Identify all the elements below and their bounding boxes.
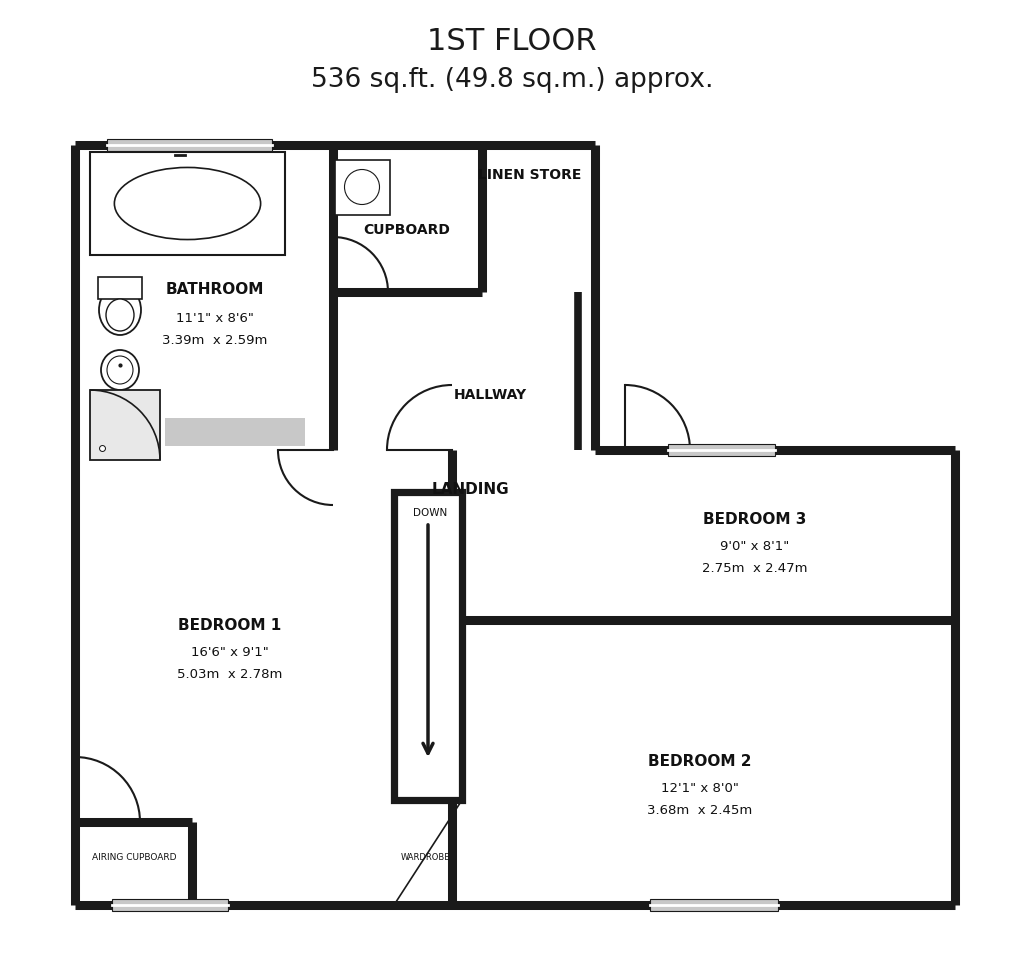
Text: 1ST FLOOR: 1ST FLOOR — [427, 27, 597, 56]
Bar — [650, 899, 778, 911]
Text: 2.75m  x 2.47m: 2.75m x 2.47m — [702, 562, 808, 576]
Bar — [394, 492, 462, 800]
Text: 5.03m  x 2.78m: 5.03m x 2.78m — [177, 667, 283, 681]
Ellipse shape — [106, 299, 134, 331]
Text: 536 sq.ft. (49.8 sq.m.) approx.: 536 sq.ft. (49.8 sq.m.) approx. — [310, 67, 714, 93]
Text: WARDROBE: WARDROBE — [400, 854, 450, 862]
Text: AIRING CUPBOARD: AIRING CUPBOARD — [92, 853, 176, 861]
Text: HALLWAY: HALLWAY — [454, 388, 526, 402]
Text: BATHROOM: BATHROOM — [166, 283, 264, 297]
Bar — [98, 277, 142, 299]
Ellipse shape — [99, 285, 141, 335]
Text: 16'6" x 9'1": 16'6" x 9'1" — [191, 646, 269, 658]
Bar — [335, 160, 390, 215]
Ellipse shape — [106, 356, 133, 384]
Ellipse shape — [115, 167, 261, 240]
Text: LINEN STORE: LINEN STORE — [478, 168, 582, 182]
Bar — [90, 152, 285, 255]
Bar — [165, 418, 305, 446]
Text: DOWN: DOWN — [413, 508, 447, 518]
Ellipse shape — [101, 350, 139, 390]
Text: BEDROOM 2: BEDROOM 2 — [648, 754, 752, 769]
Bar — [112, 899, 228, 911]
Bar — [106, 139, 272, 151]
Text: 9'0" x 8'1": 9'0" x 8'1" — [720, 541, 790, 553]
Text: 3.39m  x 2.59m: 3.39m x 2.59m — [163, 333, 267, 347]
Text: 3.68m  x 2.45m: 3.68m x 2.45m — [647, 805, 753, 818]
Text: LANDING: LANDING — [431, 483, 509, 497]
Text: BEDROOM 3: BEDROOM 3 — [703, 513, 807, 527]
Text: 11'1" x 8'6": 11'1" x 8'6" — [176, 312, 254, 324]
Text: 12'1" x 8'0": 12'1" x 8'0" — [662, 783, 739, 795]
Text: CUPBOARD: CUPBOARD — [364, 223, 451, 237]
Text: BEDROOM 1: BEDROOM 1 — [178, 618, 282, 632]
Bar — [90, 390, 160, 460]
Bar — [668, 444, 775, 456]
Ellipse shape — [344, 170, 380, 205]
